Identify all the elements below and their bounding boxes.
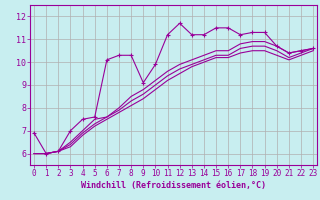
X-axis label: Windchill (Refroidissement éolien,°C): Windchill (Refroidissement éolien,°C) [81, 181, 266, 190]
